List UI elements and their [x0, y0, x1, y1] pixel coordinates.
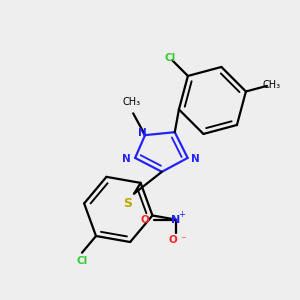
Text: ⁻: ⁻: [180, 236, 186, 245]
Text: N: N: [171, 214, 181, 225]
Text: O: O: [169, 236, 177, 245]
Text: O: O: [140, 214, 149, 225]
Text: N: N: [190, 154, 200, 164]
Text: N: N: [138, 128, 146, 138]
Text: CH₃: CH₃: [263, 80, 281, 90]
Text: Cl: Cl: [76, 256, 88, 266]
Text: Cl: Cl: [165, 53, 176, 63]
Text: +: +: [178, 210, 185, 219]
Text: S: S: [123, 196, 132, 210]
Text: CH₃: CH₃: [122, 98, 140, 107]
Text: N: N: [122, 154, 131, 164]
